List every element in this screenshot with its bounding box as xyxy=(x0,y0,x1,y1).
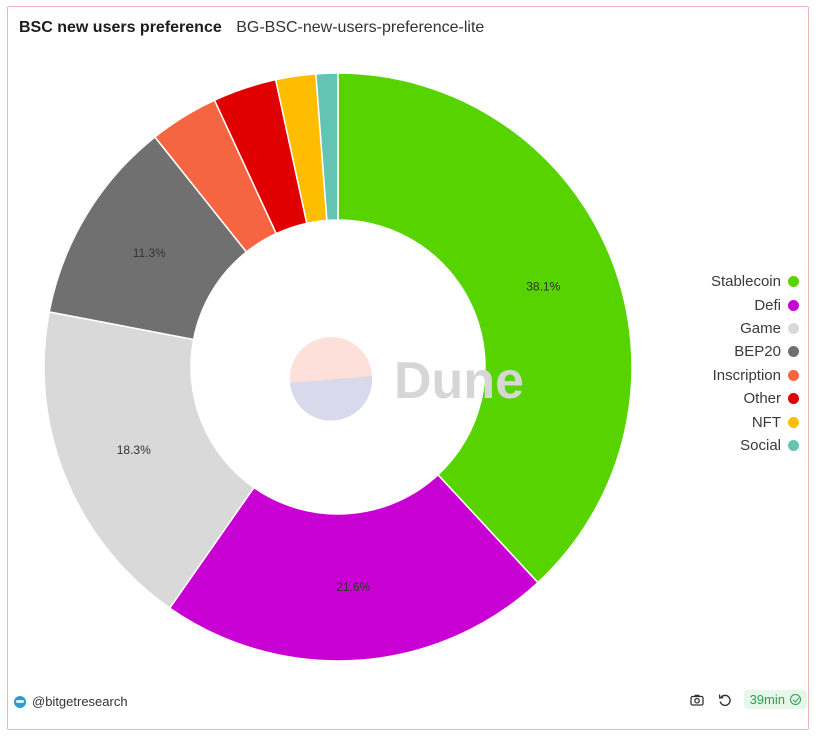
legend-swatch xyxy=(788,276,799,288)
legend-item-inscription[interactable]: Inscription xyxy=(639,364,799,387)
legend-label: Defi xyxy=(754,296,781,314)
legend-item-nft[interactable]: NFT xyxy=(639,410,799,433)
legend-swatch xyxy=(788,322,799,334)
legend-swatch xyxy=(788,369,799,381)
slice-stablecoin[interactable] xyxy=(337,72,633,584)
chart-header: BSC new users preference BG-BSC-new-user… xyxy=(19,19,484,37)
author-tag[interactable]: @bitgetresearch xyxy=(14,694,128,709)
legend-swatch xyxy=(788,346,799,358)
refresh-icon[interactable] xyxy=(716,691,734,709)
legend-swatch xyxy=(788,416,799,428)
slice-label-bep20: 11.3% xyxy=(133,246,166,260)
legend-swatch xyxy=(788,439,799,451)
legend-item-stablecoin[interactable]: Stablecoin xyxy=(639,270,799,293)
dune-logo-lower-icon xyxy=(290,376,373,421)
freshness-badge[interactable]: 39min xyxy=(743,690,807,709)
chart-legend: Stablecoin Defi Game BEP20 Inscription Other N… xyxy=(639,270,799,457)
slice-label-game: 18.3% xyxy=(117,443,151,457)
legend-swatch xyxy=(788,393,799,405)
legend-item-game[interactable]: Game xyxy=(639,317,799,340)
bitget-logo-icon xyxy=(14,695,26,708)
check-circle-icon xyxy=(790,694,801,705)
slice-defi[interactable] xyxy=(168,473,539,662)
legend-label: Stablecoin xyxy=(710,273,781,291)
legend-item-social[interactable]: Social xyxy=(639,434,799,457)
legend-label: Inscription xyxy=(712,366,781,384)
legend-label: Game xyxy=(740,319,781,337)
legend-label: Social xyxy=(740,436,781,454)
slice-game[interactable] xyxy=(43,311,255,610)
query-name[interactable]: BG-BSC-new-users-preference-lite xyxy=(236,19,485,36)
legend-label: Other xyxy=(743,390,781,408)
camera-icon[interactable] xyxy=(688,691,706,709)
refresh-age: 39min xyxy=(749,692,785,707)
slice-label-defi: 21.6% xyxy=(336,580,370,594)
author-handle: @bitgetresearch xyxy=(32,694,128,709)
legend-swatch xyxy=(788,299,799,311)
footer-actions: 39min xyxy=(688,690,807,709)
legend-item-other[interactable]: Other xyxy=(639,387,799,410)
dune-watermark: Dune xyxy=(290,337,524,421)
legend-item-bep20[interactable]: BEP20 xyxy=(639,340,799,363)
chart-title: BSC new users preference xyxy=(19,19,222,36)
slice-social[interactable] xyxy=(315,72,339,222)
dune-watermark-text: Dune xyxy=(394,352,524,410)
slice-label-stablecoin: 38.1% xyxy=(526,279,560,293)
legend-item-defi[interactable]: Defi xyxy=(639,293,799,316)
legend-label: BEP20 xyxy=(734,343,781,361)
legend-label: NFT xyxy=(751,413,781,431)
